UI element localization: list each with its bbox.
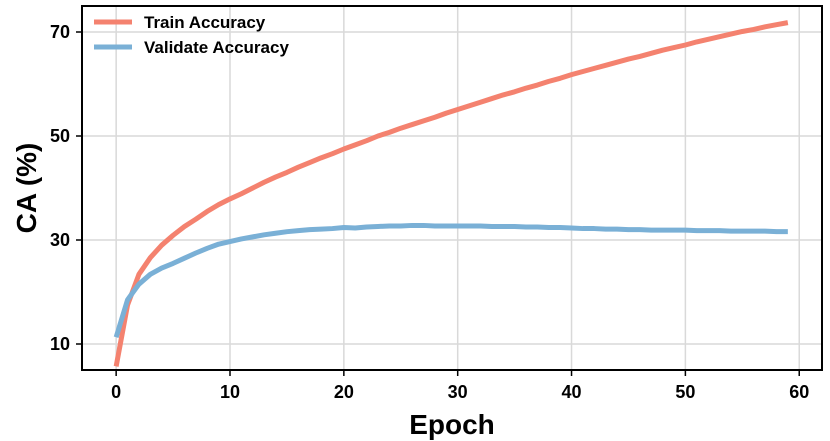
x-tick-label: 60 bbox=[789, 382, 809, 402]
y-axis-title: CA (%) bbox=[11, 143, 42, 234]
series-line-0 bbox=[113, 20, 789, 367]
legend-label: Validate Accuracy bbox=[144, 38, 289, 57]
x-tick-label: 50 bbox=[675, 382, 695, 402]
y-axis-ticks: 10 30 50 70 bbox=[50, 22, 82, 354]
y-tick-label: 30 bbox=[50, 230, 70, 250]
series-line-1 bbox=[113, 222, 788, 338]
grid bbox=[82, 6, 822, 370]
y-tick-label: 50 bbox=[50, 126, 70, 146]
x-axis-ticks: 0 10 20 30 40 50 60 bbox=[111, 370, 809, 402]
x-tick-label: 40 bbox=[562, 382, 582, 402]
x-tick-label: 30 bbox=[448, 382, 468, 402]
x-tick-label: 0 bbox=[111, 382, 121, 402]
legend-label: Train Accuracy bbox=[144, 13, 266, 32]
legend: Train Accuracy Validate Accuracy bbox=[94, 13, 289, 57]
series-lines bbox=[113, 20, 789, 367]
y-tick-label: 70 bbox=[50, 22, 70, 42]
x-tick-label: 20 bbox=[334, 382, 354, 402]
y-tick-label: 10 bbox=[50, 334, 70, 354]
plot-frame bbox=[81, 5, 823, 371]
x-axis-title: Epoch bbox=[409, 409, 495, 440]
x-tick-label: 10 bbox=[220, 382, 240, 402]
